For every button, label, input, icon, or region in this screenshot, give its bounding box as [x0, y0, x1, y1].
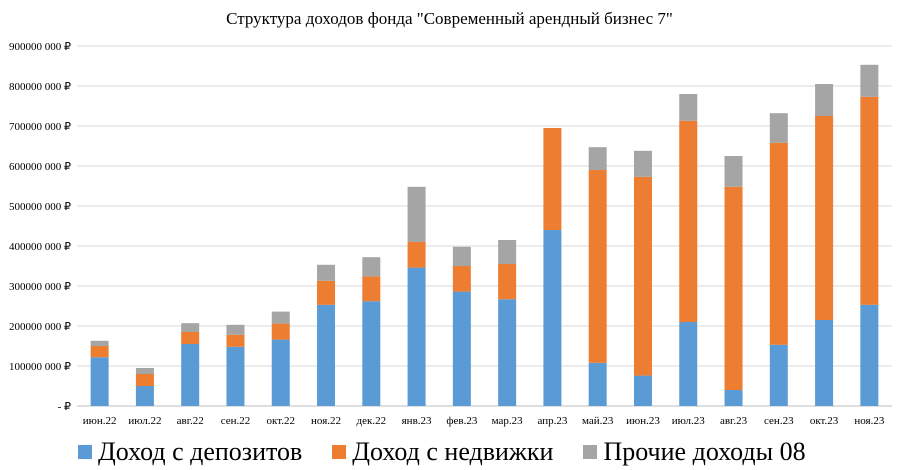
x-tick-label-17: ноя.23: [854, 415, 884, 427]
y-tick-label-2: 200000 000 ₽: [9, 321, 71, 333]
x-tick-label-1: июл.22: [128, 415, 161, 427]
bar-2-11: [588, 147, 607, 170]
x-tick-label-2: авг.22: [177, 415, 204, 427]
bar-0-11: [588, 362, 607, 406]
x-tick-label-5: ноя.22: [311, 415, 341, 427]
bar-0-0: [90, 357, 109, 406]
x-tick-label-3: сен.22: [221, 415, 251, 427]
x-tick-label-15: сен.23: [764, 415, 794, 427]
bar-2-4: [271, 311, 290, 324]
chart-title: Структура доходов фонда "Современный аре…: [226, 9, 673, 28]
x-tick-label-8: фев.23: [446, 415, 477, 427]
bar-1-4: [271, 323, 290, 340]
y-tick-label-3: 300000 000 ₽: [9, 281, 71, 293]
bar-2-2: [181, 323, 200, 332]
legend-swatch-deposits: [78, 445, 92, 459]
y-axis: - ₽ 100000 000 ₽ 200000 000 ₽ 300000 000 ₽ 4…: [9, 41, 71, 413]
bar-2-14: [724, 156, 743, 187]
y-tick-label-9: 900000 000 ₽: [9, 41, 71, 53]
bar-2-7: [407, 186, 426, 242]
legend-item-other: Прочие доходы 08: [583, 437, 806, 467]
y-tick-label-0: - ₽: [58, 401, 71, 413]
legend-item-realestate: Доход с недвижки: [332, 437, 553, 467]
x-axis: июн.22 июл.22 авг.22 сен.22 окт.22 ноя.22 дек.…: [83, 415, 885, 427]
bar-0-17: [860, 304, 879, 406]
legend-swatch-other: [583, 445, 598, 459]
bar-2-15: [769, 113, 788, 143]
legend-label-realestate: Доход с недвижки: [352, 437, 554, 466]
bar-0-4: [271, 339, 290, 406]
x-tick-label-12: июн.23: [626, 415, 660, 427]
bar-2-8: [452, 246, 471, 266]
bar-1-2: [181, 332, 200, 344]
x-tick-label-10: апр.23: [537, 415, 567, 427]
legend-label-other: Прочие доходы 08: [603, 437, 806, 466]
bar-1-13: [679, 120, 698, 322]
x-tick-label-9: мар.23: [492, 415, 524, 427]
legend-item-deposits: Доход с депозитов: [78, 437, 302, 467]
bar-1-15: [769, 142, 788, 345]
legend-label-deposits: Доход с депозитов: [98, 437, 303, 466]
bar-0-8: [452, 291, 471, 406]
bar-0-14: [724, 390, 743, 406]
bar-2-3: [226, 324, 245, 335]
bar-2-0: [90, 340, 109, 346]
y-tick-label-5: 500000 000 ₽: [9, 201, 71, 213]
bar-1-5: [317, 280, 336, 305]
bar-0-15: [769, 344, 788, 406]
bar-0-5: [317, 304, 336, 406]
bar-0-9: [498, 299, 517, 406]
gridlines: [77, 45, 892, 407]
bar-1-6: [362, 276, 381, 302]
x-tick-label-14: авг.23: [720, 415, 748, 427]
bar-1-10: [543, 128, 562, 230]
bar-2-9: [498, 240, 517, 264]
x-tick-label-16: окт.23: [810, 415, 839, 427]
bar-2-12: [633, 150, 652, 177]
bar-1-0: [90, 346, 109, 358]
bar-1-12: [633, 176, 652, 376]
bar-1-17: [860, 96, 879, 305]
bar-0-6: [362, 301, 381, 406]
x-tick-label-13: июл.23: [672, 415, 706, 427]
bar-2-13: [679, 94, 698, 121]
y-tick-label-4: 400000 000 ₽: [9, 241, 71, 253]
y-tick-label-6: 600000 000 ₽: [9, 161, 71, 173]
x-tick-label-4: окт.22: [267, 415, 295, 427]
bar-1-11: [588, 170, 607, 363]
bar-1-3: [226, 334, 245, 347]
bar-2-16: [815, 84, 834, 116]
stacked-bar-chart: - ₽ 100000 000 ₽ 200000 000 ₽ 300000 000 ₽ 4…: [9, 41, 892, 427]
x-tick-label-7: янв.23: [402, 415, 432, 427]
x-tick-label-6: дек.22: [357, 415, 387, 427]
legend: Доход с депозитов Доход с недвижки Прочи…: [78, 437, 806, 467]
bar-1-7: [407, 242, 426, 268]
bar-0-13: [679, 322, 698, 406]
bar-0-2: [181, 344, 200, 406]
bar-2-1: [135, 368, 154, 374]
bar-2-5: [317, 264, 336, 281]
bar-1-1: [135, 374, 154, 386]
bar-1-14: [724, 186, 743, 390]
bar-0-3: [226, 346, 245, 406]
bar-0-12: [633, 375, 652, 406]
bar-0-1: [135, 386, 154, 406]
bar-1-9: [498, 264, 517, 300]
bar-1-16: [815, 116, 834, 320]
legend-swatch-realestate: [332, 445, 347, 459]
bars: [90, 64, 879, 406]
bar-2-17: [860, 64, 879, 97]
y-tick-label-7: 700000 000 ₽: [9, 121, 71, 133]
x-tick-label-11: май.23: [582, 415, 614, 427]
bar-0-7: [407, 267, 426, 406]
y-tick-label-8: 800000 000 ₽: [9, 81, 71, 93]
bar-2-6: [362, 257, 381, 277]
bar-0-10: [543, 230, 562, 406]
bar-1-8: [452, 266, 471, 292]
bar-0-16: [815, 320, 834, 406]
x-tick-label-0: июн.22: [83, 415, 117, 427]
y-tick-label-1: 100000 000 ₽: [9, 361, 71, 373]
